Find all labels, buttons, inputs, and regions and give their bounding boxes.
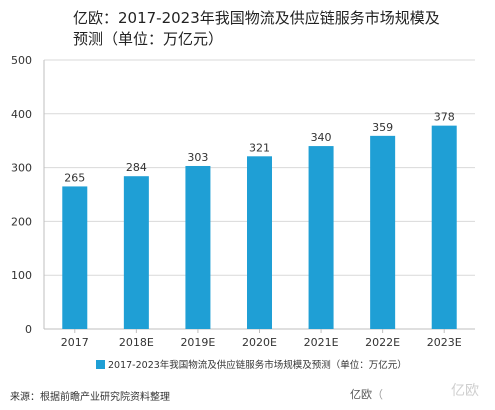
y-tick-label: 200 xyxy=(11,215,32,228)
data-label: 265 xyxy=(64,171,85,184)
bar xyxy=(62,186,88,329)
y-tick-label: 0 xyxy=(25,323,32,336)
bar xyxy=(185,165,211,329)
x-tick-label: 2019E xyxy=(180,336,215,349)
bar-chart: 0 100 200 300 400 500 265 2017 284 2018E 303 2019E 3… xyxy=(11,54,475,371)
data-label: 303 xyxy=(187,151,208,164)
x-tick-label: 2017 xyxy=(61,336,89,349)
x-tick-label: 2020E xyxy=(242,336,277,349)
bar xyxy=(370,135,396,329)
y-tick-label: 500 xyxy=(11,54,32,67)
x-tick-label: 2023E xyxy=(427,336,462,349)
data-label: 340 xyxy=(311,131,332,144)
legend-swatch xyxy=(96,360,105,369)
data-label: 359 xyxy=(372,121,393,134)
source-note: 来源：根据前瞻产业研究院资料整理 xyxy=(10,392,170,403)
chart-title: 亿欧：2017-2023年我国物流及供应链服务市场规模及预测（单位：万亿元） xyxy=(73,9,440,48)
y-tick-label: 400 xyxy=(11,108,32,121)
data-label: 378 xyxy=(434,111,455,124)
x-tick-label: 2022E xyxy=(365,336,400,349)
y-tick-label: 300 xyxy=(11,162,32,175)
brand-label: 亿欧（ xyxy=(350,386,383,402)
bar xyxy=(431,125,457,329)
bar xyxy=(247,156,272,329)
bar xyxy=(123,176,149,329)
brand-name: 亿欧 xyxy=(350,388,372,401)
legend-label: 2017-2023年我国物流及供应链服务市场规模及预测（单位：万亿元） xyxy=(108,359,407,371)
x-tick-label: 2021E xyxy=(304,336,339,349)
data-label: 321 xyxy=(249,141,270,154)
x-tick-label: 2018E xyxy=(119,336,154,349)
watermark-logo: 亿欧 xyxy=(451,383,479,399)
bar xyxy=(308,146,334,329)
brand-paren: （ xyxy=(372,388,383,401)
y-tick-label: 100 xyxy=(11,269,32,282)
data-label: 284 xyxy=(126,161,147,174)
